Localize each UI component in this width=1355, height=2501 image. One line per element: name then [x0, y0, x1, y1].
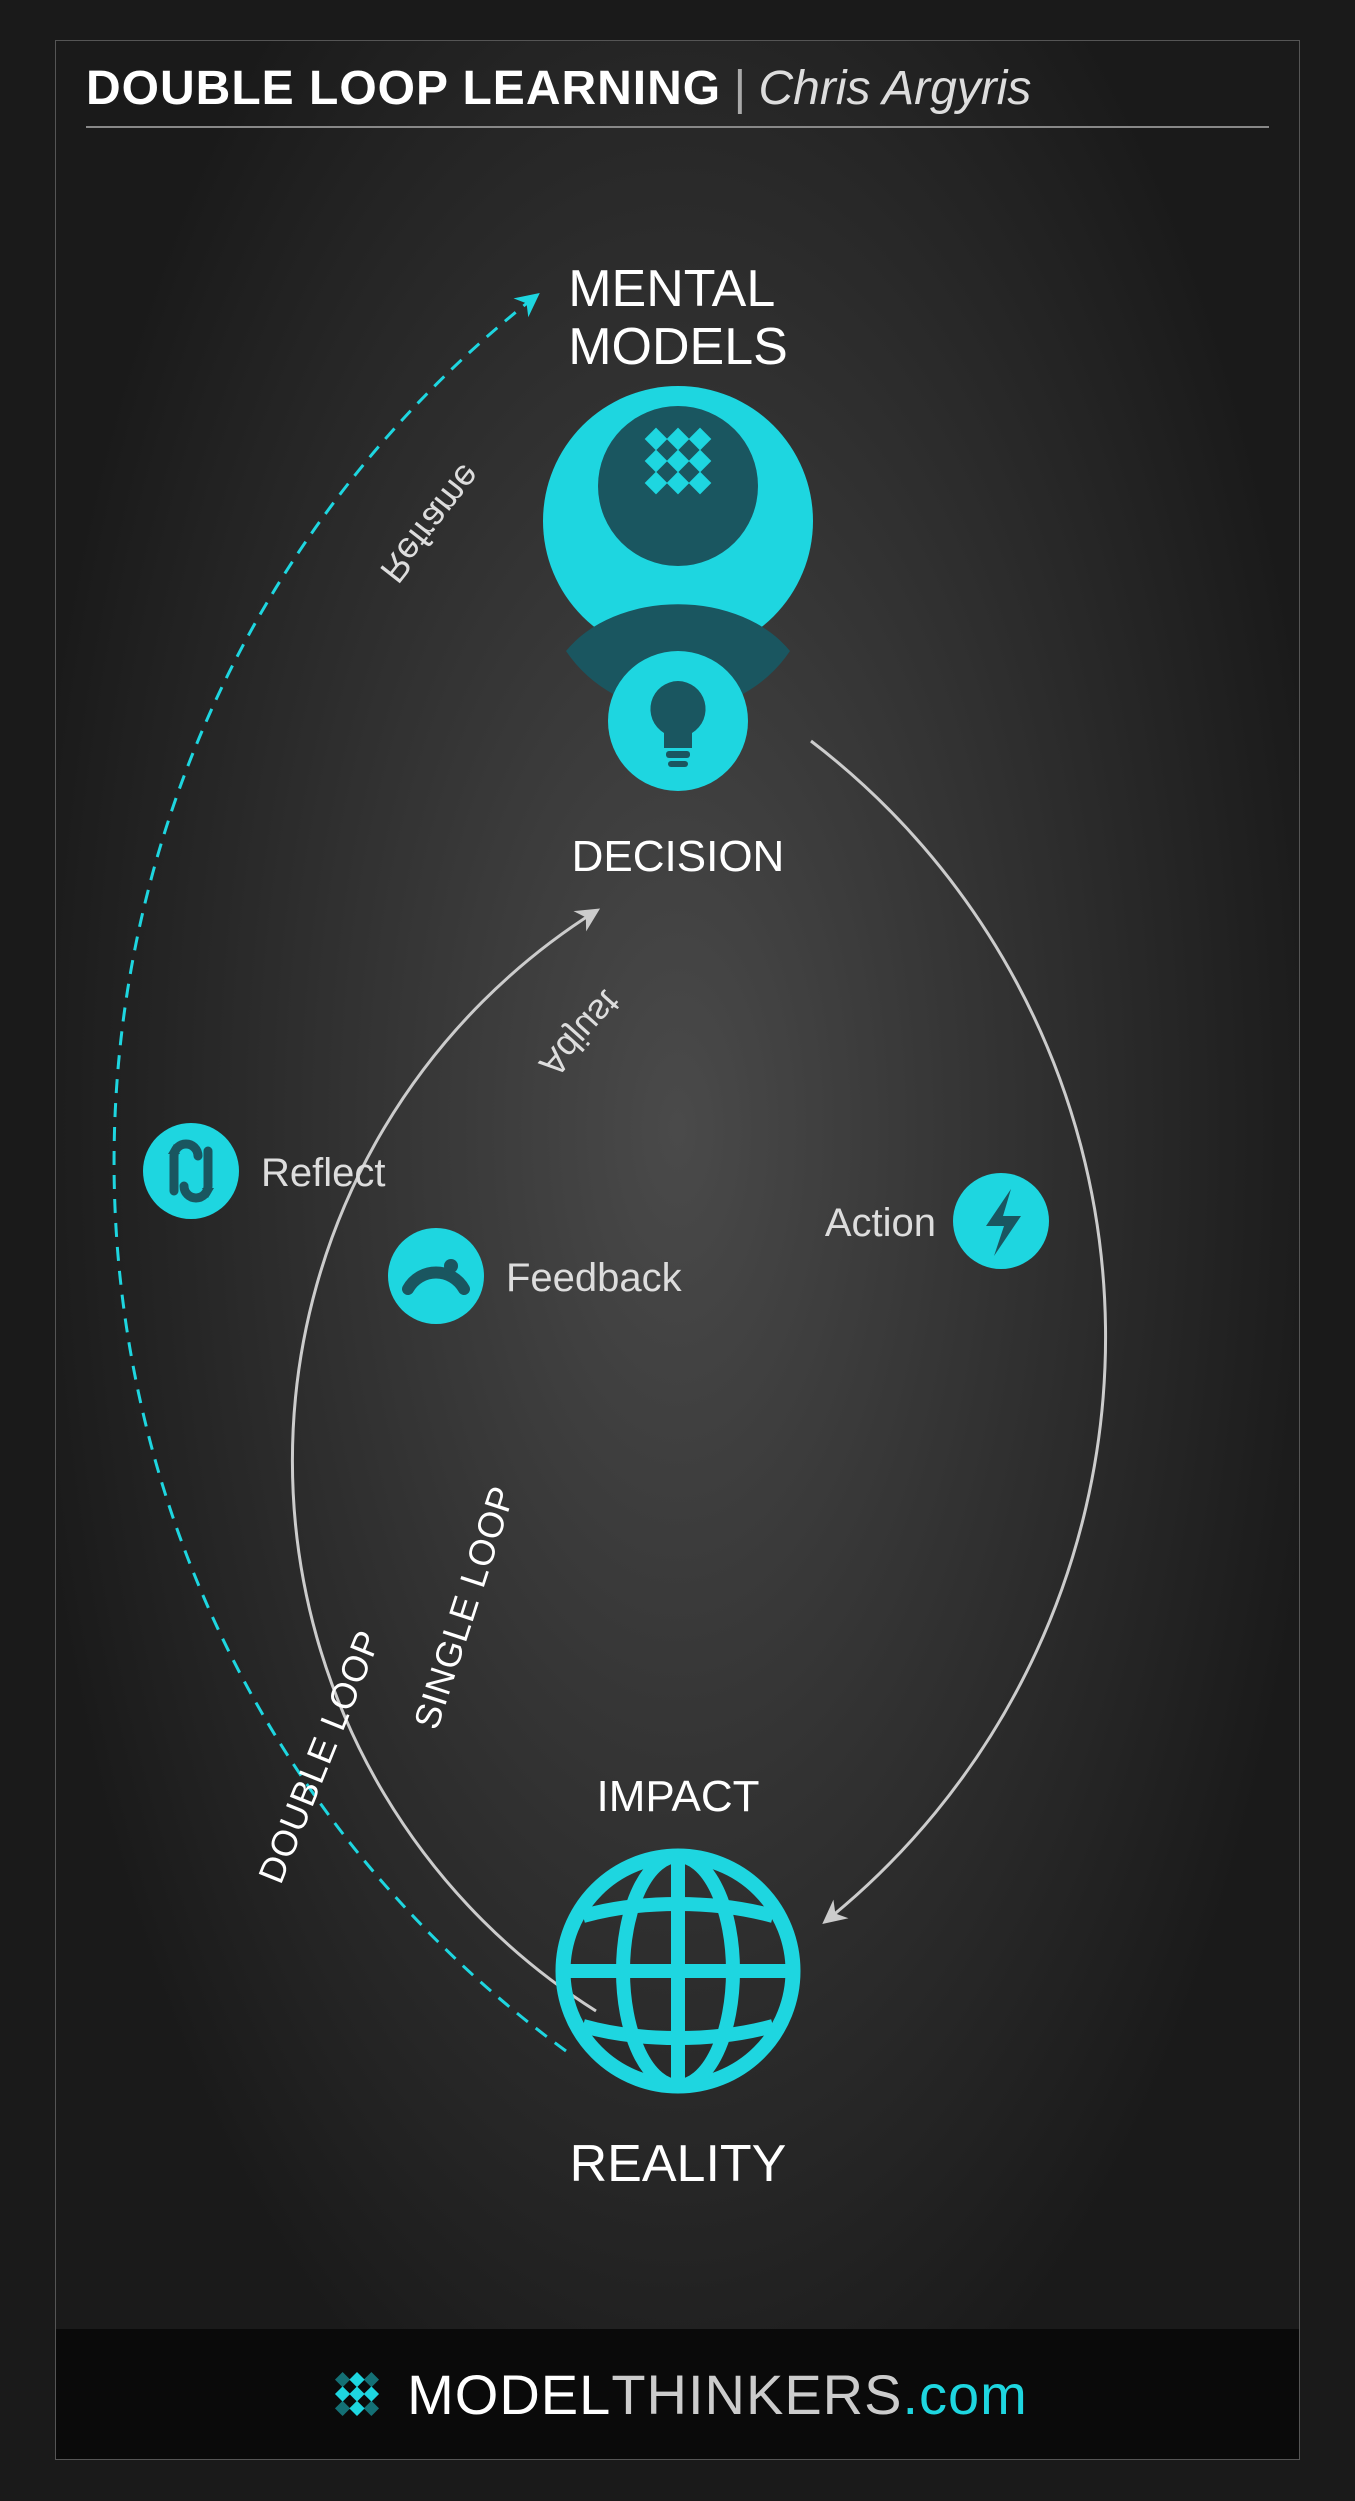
- infographic-card: DOUBLE LOOP LEARNING | Chris Argyris: [55, 40, 1300, 2460]
- action-arc: [811, 741, 1106, 1921]
- impact-label: IMPACT: [597, 1772, 760, 1821]
- reflect-label: Reflect: [261, 1151, 386, 1195]
- diagram-svg: MENTAL MODELS: [56, 41, 1300, 2460]
- reflect-icon: [143, 1123, 239, 1219]
- footer-brand-suffix: .com: [902, 2363, 1027, 2426]
- footer-brand: MODELTHINKERS.com: [407, 2362, 1028, 2427]
- lightbulb-icon: [608, 651, 748, 791]
- footer-brand-light: THINKERS: [611, 2363, 902, 2426]
- single-loop-label: SINGLE LOOP: [406, 1480, 523, 1733]
- feedback-icon: [388, 1228, 484, 1324]
- footer-brand-strong: MODEL: [407, 2363, 611, 2426]
- mental-models-label: MENTAL MODELS: [568, 260, 788, 376]
- globe-icon: [563, 1856, 793, 2086]
- reframe-label: Reframe: [372, 457, 489, 591]
- action-icon: [953, 1173, 1049, 1269]
- footer: MODELTHINKERS.com: [56, 2329, 1299, 2459]
- decision-label: DECISION: [572, 832, 785, 881]
- feedback-label: Feedback: [506, 1256, 683, 1300]
- footer-logo-icon: [327, 2364, 387, 2424]
- reality-label: REALITY: [570, 2135, 787, 2193]
- double-loop-label: DOUBLE LOOP: [250, 1624, 389, 1889]
- adjust-label: Adjust: [532, 983, 629, 1085]
- action-label: Action: [825, 1201, 936, 1245]
